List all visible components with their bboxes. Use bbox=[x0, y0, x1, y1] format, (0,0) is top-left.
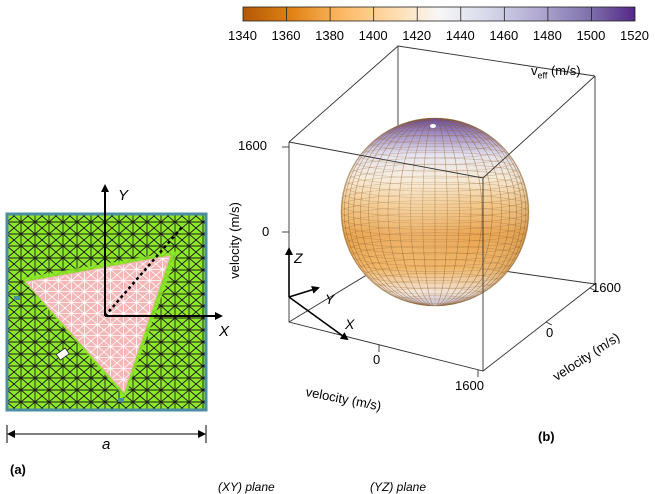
vertical-tick-0: 0 bbox=[262, 224, 270, 239]
colorbar-tick-label: 1460 bbox=[489, 28, 519, 43]
vertical-axis-label: velocity (m/s) bbox=[226, 202, 242, 279]
front-tick-1600: 1600 bbox=[455, 378, 484, 393]
panel-b-label: (b) bbox=[538, 429, 555, 444]
colorbar-tick-label: 1440 bbox=[445, 28, 475, 43]
triad-x-label: X bbox=[345, 316, 355, 332]
y-axis-arrow-3d bbox=[288, 285, 320, 298]
front-tick-0: 0 bbox=[373, 352, 381, 367]
side-tick-0: 0 bbox=[546, 325, 554, 340]
panel-a bbox=[5, 184, 223, 443]
side-tick-1600: 1600 bbox=[592, 280, 621, 295]
colorbar bbox=[242, 6, 636, 22]
colorbar-title-unit: (m/s) bbox=[547, 63, 581, 78]
boundary-marker bbox=[14, 296, 20, 300]
cutoff-text-yz: (YZ) plane bbox=[370, 480, 427, 494]
axis-tick-marks bbox=[282, 146, 597, 377]
panel-a-x-label: X bbox=[219, 323, 230, 340]
panel-a-label: (a) bbox=[10, 462, 26, 477]
x-axis-arrow-3d bbox=[288, 296, 349, 341]
sphere-pole-highlight bbox=[430, 124, 436, 128]
boundary-marker bbox=[118, 398, 124, 402]
triad-y-label: Y bbox=[325, 291, 335, 307]
velocity-sphere bbox=[340, 117, 530, 307]
vertical-tick-1600: 1600 bbox=[238, 138, 267, 153]
panel-b bbox=[242, 6, 636, 377]
colorbar-tick-label: 1480 bbox=[532, 28, 562, 43]
colorbar-title-sub: eff bbox=[537, 70, 548, 81]
colorbar-tick-label: 1340 bbox=[228, 28, 257, 43]
colorbar-tick-label: 1400 bbox=[358, 28, 388, 43]
mesh-marker-square bbox=[55, 347, 70, 361]
dimension-label: a bbox=[102, 436, 111, 453]
colorbar-tick-marks bbox=[286, 7, 592, 21]
colorbar-tick-label: 1520 bbox=[620, 28, 649, 43]
triangular-inclusion bbox=[25, 255, 171, 393]
colorbar-tick-label: 1500 bbox=[576, 28, 606, 43]
colorbar-tick-label: 1420 bbox=[402, 28, 432, 43]
colorbar-tick-label: 1380 bbox=[315, 28, 345, 43]
colorbar-tick-label: 1360 bbox=[271, 28, 301, 43]
colorbar-title: veff (m/s) bbox=[531, 63, 581, 81]
cutoff-text-xy: (XY) plane bbox=[218, 480, 275, 494]
coordinate-triad bbox=[285, 247, 349, 341]
triad-z-label: Z bbox=[294, 250, 303, 266]
colorbar-title-main: v bbox=[531, 63, 538, 78]
dashed-diagonal bbox=[104, 225, 184, 317]
panel-a-y-label: Y bbox=[118, 187, 129, 204]
